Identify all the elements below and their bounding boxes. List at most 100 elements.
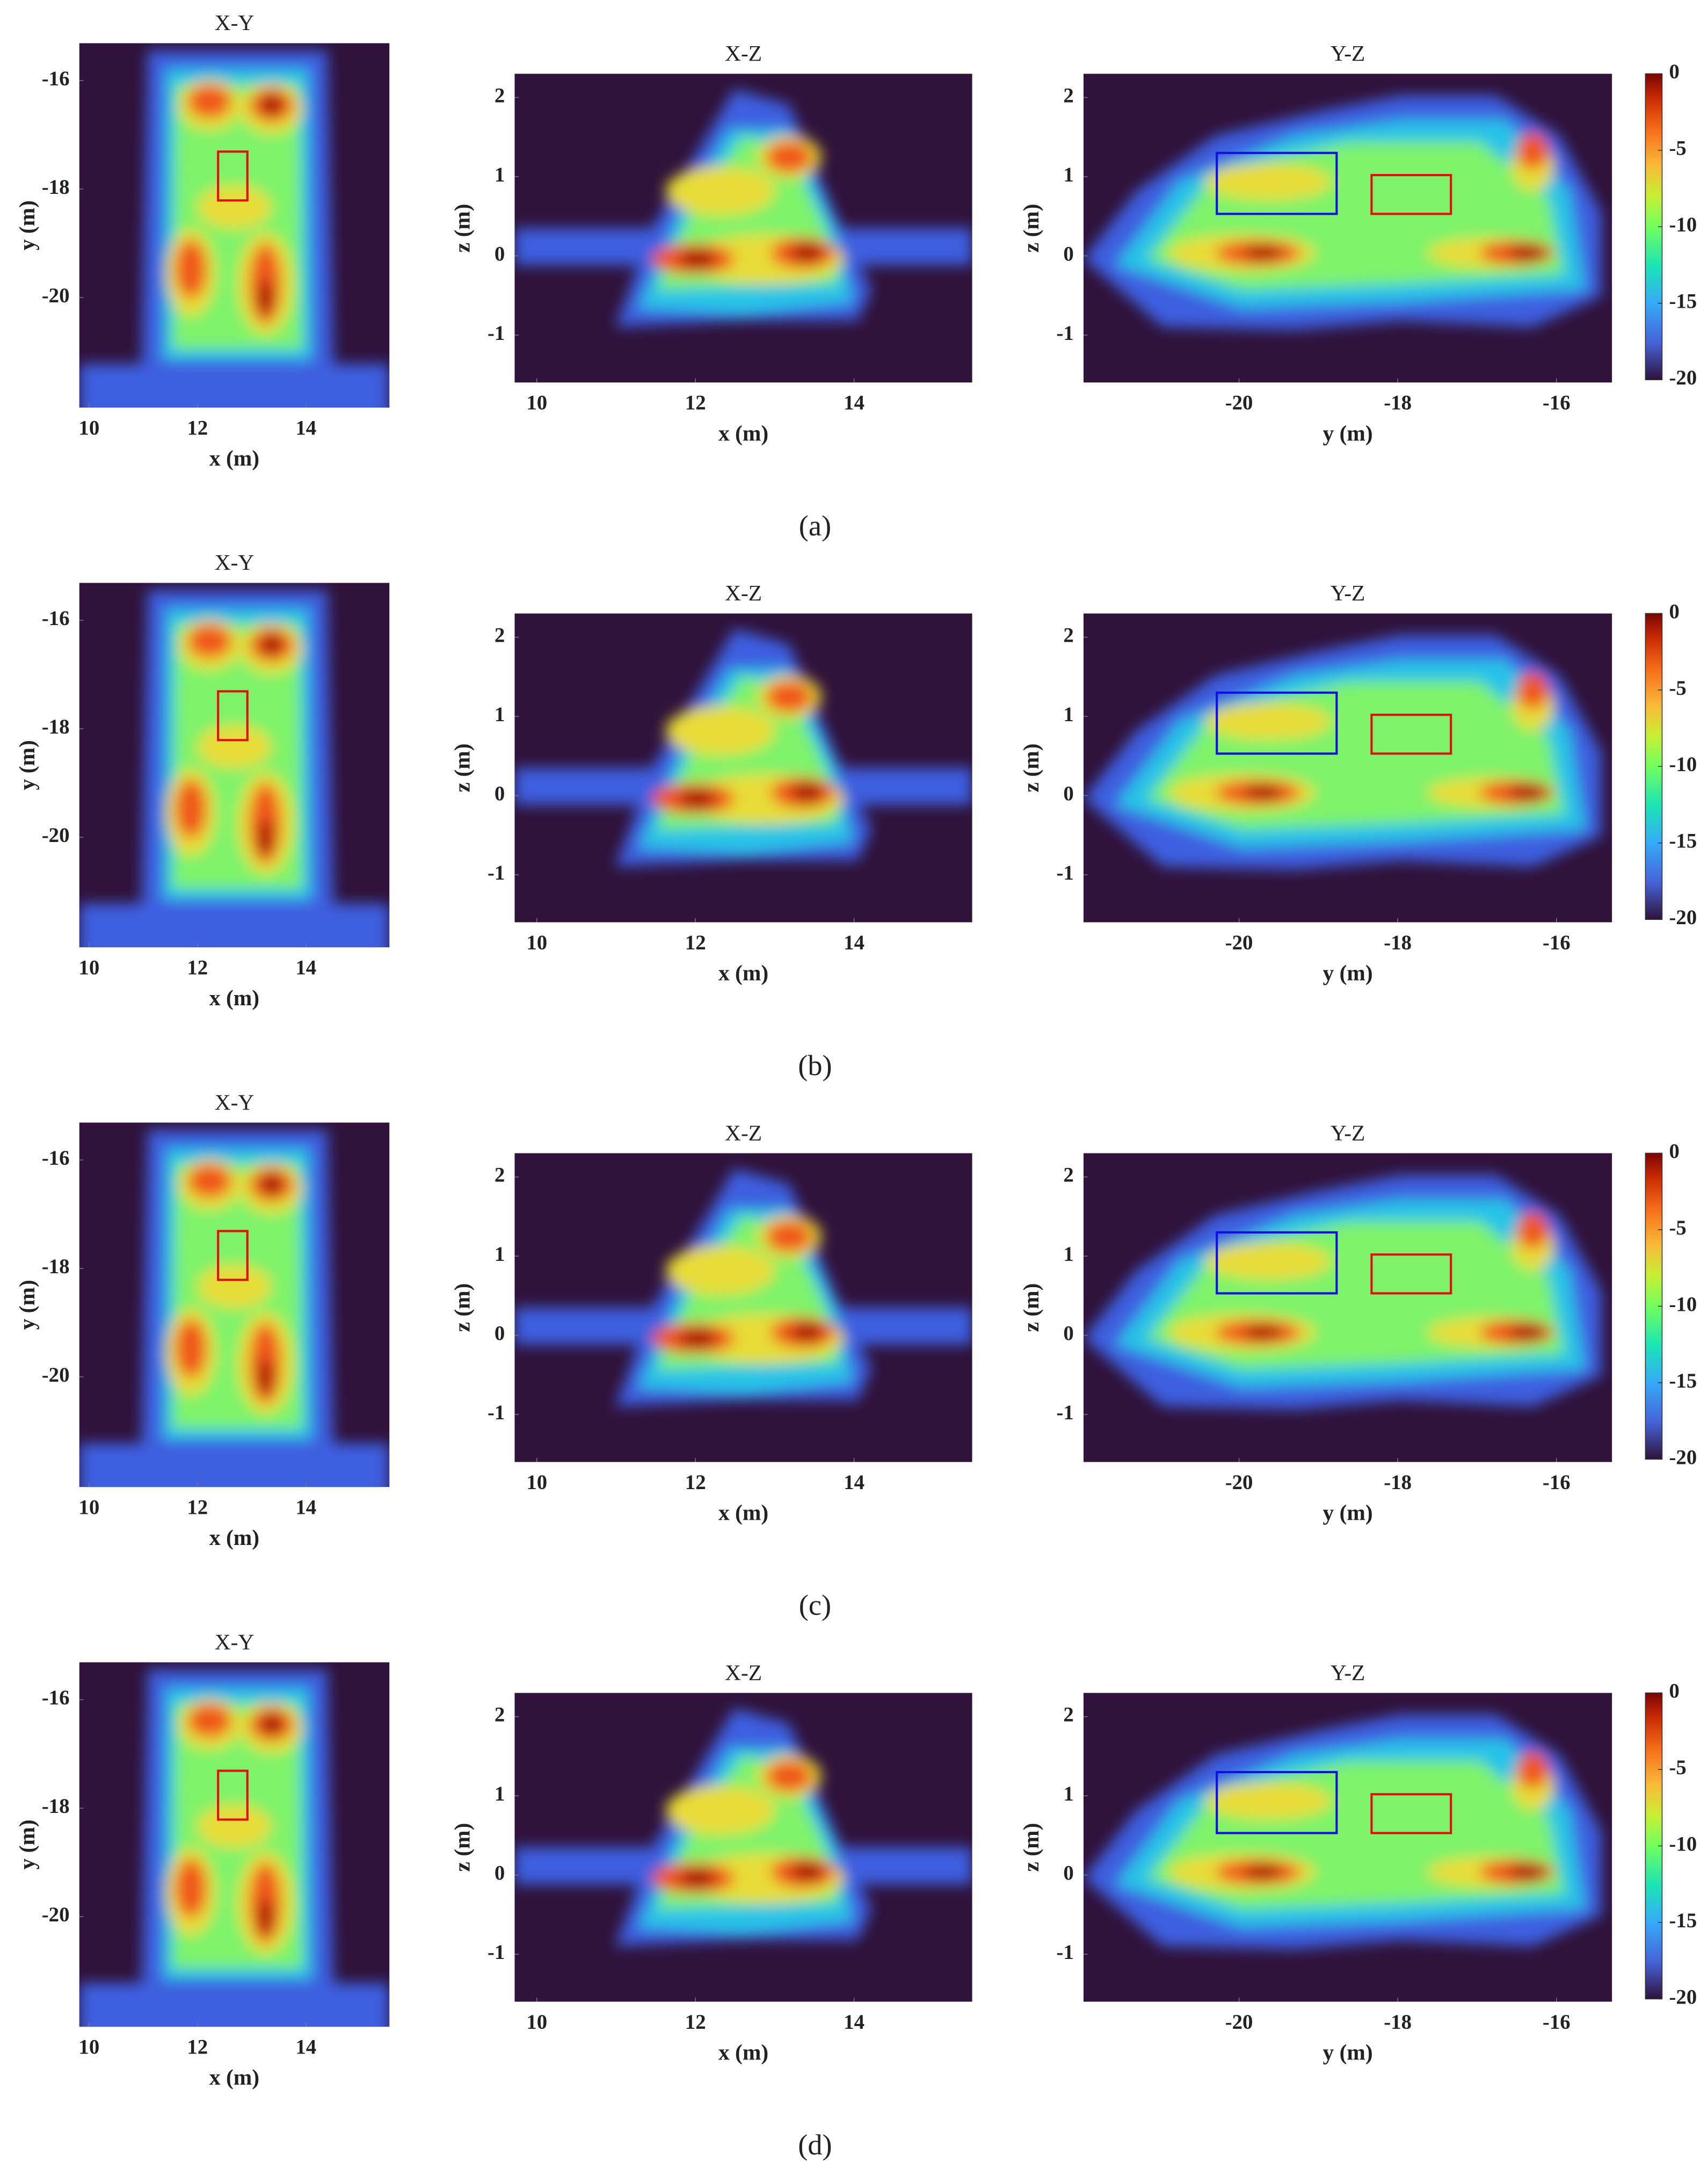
- intensity-blob: [197, 1804, 272, 1848]
- intensity-blob: [1509, 245, 1546, 261]
- panel: 0 -5 -10 -15 -20: [1645, 600, 1697, 929]
- y-tick-label: -20: [42, 824, 70, 847]
- heatmap-intensity: [1083, 635, 1602, 870]
- y-tick-label: -18: [42, 1795, 70, 1818]
- intensity-blob: [1245, 1864, 1282, 1880]
- x-tick-label: -16: [1543, 931, 1571, 954]
- heatmap: [514, 613, 972, 923]
- y-axis-label: y (m): [14, 1819, 40, 1869]
- colorbar-tick-label: -5: [1669, 677, 1686, 700]
- intensity-blob: [1509, 1324, 1546, 1340]
- region-box: [1370, 1253, 1452, 1295]
- x-tick-label: 14: [295, 1496, 316, 1519]
- region-box: [217, 1230, 249, 1281]
- x-tick-label: -18: [1384, 931, 1412, 954]
- intensity-blob: [175, 1319, 207, 1378]
- intensity-blob: [1509, 785, 1546, 801]
- heatmap-intensity: [514, 1169, 972, 1407]
- panel-title: X-Z: [725, 580, 762, 605]
- intensity-blob: [260, 634, 283, 656]
- y-tick-label: -18: [42, 715, 70, 738]
- x-tick-label: 14: [844, 391, 864, 415]
- x-tick-label: -16: [1543, 391, 1571, 415]
- colorbar-tick-label: 0: [1669, 600, 1679, 623]
- intensity-blob: [1517, 1211, 1549, 1249]
- intensity-blob: [1245, 245, 1282, 261]
- y-tick-label: -1: [1056, 1401, 1073, 1424]
- x-tick-label: 10: [526, 391, 547, 415]
- panel: 0 -5 -10 -15 -20: [1645, 60, 1697, 389]
- y-axis-label: z (m): [1019, 743, 1044, 792]
- intensity-blob: [766, 1761, 812, 1792]
- intensity-blob: [1205, 703, 1332, 741]
- region-box: [1370, 173, 1452, 215]
- x-tick-label: 14: [844, 1471, 864, 1494]
- heatmap: [514, 74, 972, 383]
- intensity-blob: [175, 779, 207, 838]
- y-tick-label: -20: [42, 1903, 70, 1926]
- panel-title: X-Y: [215, 550, 255, 575]
- x-tick-label: 10: [526, 931, 547, 954]
- panel-title: X-Z: [725, 1660, 762, 1685]
- colorbar-tick-label: -5: [1669, 1216, 1686, 1239]
- y-tick-label: 1: [495, 163, 505, 186]
- colorbar-tick-label: -15: [1669, 290, 1697, 313]
- intensity-blob: [1517, 132, 1549, 170]
- heatmap: [1083, 1693, 1612, 2002]
- y-tick-label: 1: [1063, 1782, 1073, 1805]
- y-tick-label: -1: [488, 1941, 505, 1964]
- y-tick-label: 1: [1063, 703, 1073, 726]
- colorbar-tick-label: -20: [1669, 366, 1697, 389]
- y-tick-label: -1: [1056, 861, 1073, 884]
- x-tick-label: -20: [1225, 931, 1253, 954]
- x-axis-label: y (m): [1322, 960, 1372, 985]
- intensity-blob: [1509, 1864, 1546, 1880]
- intensity-blob: [175, 240, 207, 299]
- y-tick-label: -16: [42, 1146, 70, 1170]
- colorbar-tick-label: -10: [1669, 753, 1697, 776]
- heatmap: [514, 1153, 972, 1462]
- x-axis-label: x (m): [718, 960, 768, 985]
- x-axis-label: y (m): [1322, 420, 1372, 446]
- intensity-blob: [665, 706, 776, 756]
- intensity-blob: [197, 1265, 272, 1309]
- x-tick-label: 10: [78, 416, 99, 439]
- y-axis-label: z (m): [1019, 1283, 1044, 1332]
- x-tick-label: -20: [1225, 1471, 1253, 1494]
- y-tick-label: -16: [42, 1686, 70, 1709]
- region-box: [217, 150, 249, 202]
- y-tick-label: -18: [42, 176, 70, 199]
- intensity-blob: [791, 1862, 824, 1882]
- intensity-blob: [791, 243, 824, 263]
- y-tick-label: -16: [42, 607, 70, 630]
- heatmap: [1083, 1153, 1612, 1462]
- x-axis-label: x (m): [209, 985, 259, 1011]
- intensity-blob: [257, 1899, 273, 1936]
- panel: Y-Z y (m) z (m) -20 -18 -16 -1 0 1 2: [1019, 580, 1612, 985]
- y-tick-label: 2: [495, 624, 505, 647]
- x-axis-label: x (m): [718, 2040, 768, 2065]
- y-tick-label: -1: [488, 861, 505, 884]
- x-tick-label: -18: [1384, 1471, 1412, 1494]
- heatmap-intensity: [79, 50, 390, 408]
- y-axis-label: z (m): [450, 1283, 475, 1332]
- y-tick-label: -1: [488, 322, 505, 345]
- panel: Y-Z y (m) z (m) -20 -18 -16 -1 0 1 2: [1019, 1120, 1612, 1525]
- panel-title: Y-Z: [1331, 1660, 1365, 1685]
- x-tick-label: -18: [1384, 2011, 1412, 2034]
- x-axis-label: y (m): [1322, 1500, 1372, 1525]
- y-tick-label: 2: [495, 84, 505, 107]
- intensity-blob: [679, 789, 716, 808]
- heatmap: [79, 583, 390, 948]
- colorbar-tick-label: -20: [1669, 906, 1697, 929]
- intensity-blob: [187, 85, 231, 118]
- y-tick-label: -16: [42, 67, 70, 90]
- region-box: [1216, 1770, 1338, 1834]
- y-tick-label: 0: [495, 782, 505, 805]
- y-tick-label: -20: [42, 284, 70, 307]
- y-axis-label: z (m): [1019, 204, 1044, 252]
- x-tick-label: 14: [295, 2036, 316, 2059]
- intensity-blob: [257, 1359, 273, 1396]
- colorbar-tick-label: 0: [1669, 1679, 1679, 1702]
